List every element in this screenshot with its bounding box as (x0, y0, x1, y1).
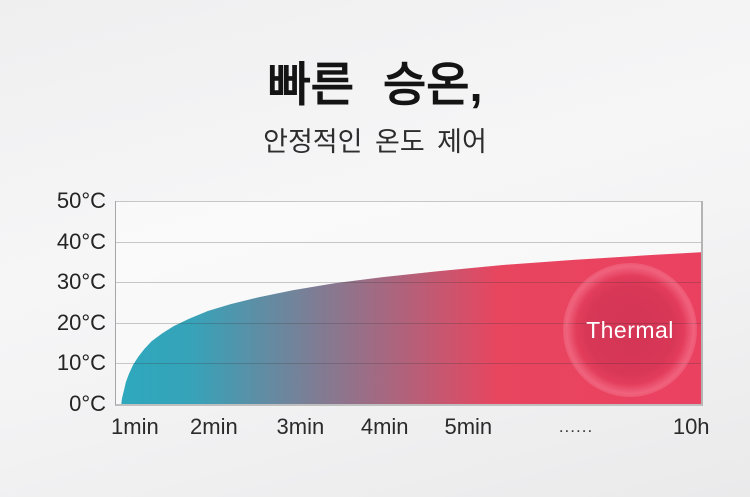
x-axis-label: ...... (558, 417, 594, 436)
thermal-badge: Thermal (563, 263, 697, 397)
y-axis: 50°C 40°C 30°C 20°C 10°C 0°C (26, 188, 106, 416)
y-axis-tick: 40°C (56, 228, 106, 254)
x-axis-label: 10h (672, 414, 710, 439)
grid-line (116, 282, 701, 284)
y-axis-tick: 20°C (56, 309, 106, 335)
page-subtitle: 안정적인 온도 제어 (263, 127, 487, 157)
plot-area: Thermal (115, 201, 703, 406)
x-axis-label: 3min (276, 414, 325, 439)
grid-line (116, 322, 701, 324)
x-axis-label: 5min (444, 414, 493, 439)
area-series (121, 252, 701, 404)
y-axis-tick: 0°C (69, 391, 106, 416)
page-title: 빠른 승온, (267, 58, 483, 111)
x-axis-label: 1min (111, 414, 159, 439)
x-axis-label: 4min (360, 414, 409, 439)
y-axis-tick: 30°C (56, 269, 106, 295)
grid-line (116, 241, 701, 243)
y-axis-tick: 10°C (56, 350, 106, 376)
grid-line (116, 363, 701, 365)
x-axis-label: 2min (190, 414, 238, 439)
y-axis-tick: 50°C (56, 188, 106, 213)
grid-line (116, 201, 701, 202)
x-axis: 1min 2min 3min 4min 5min...... 10h (111, 414, 710, 444)
thermal-label: Thermal (586, 316, 674, 343)
